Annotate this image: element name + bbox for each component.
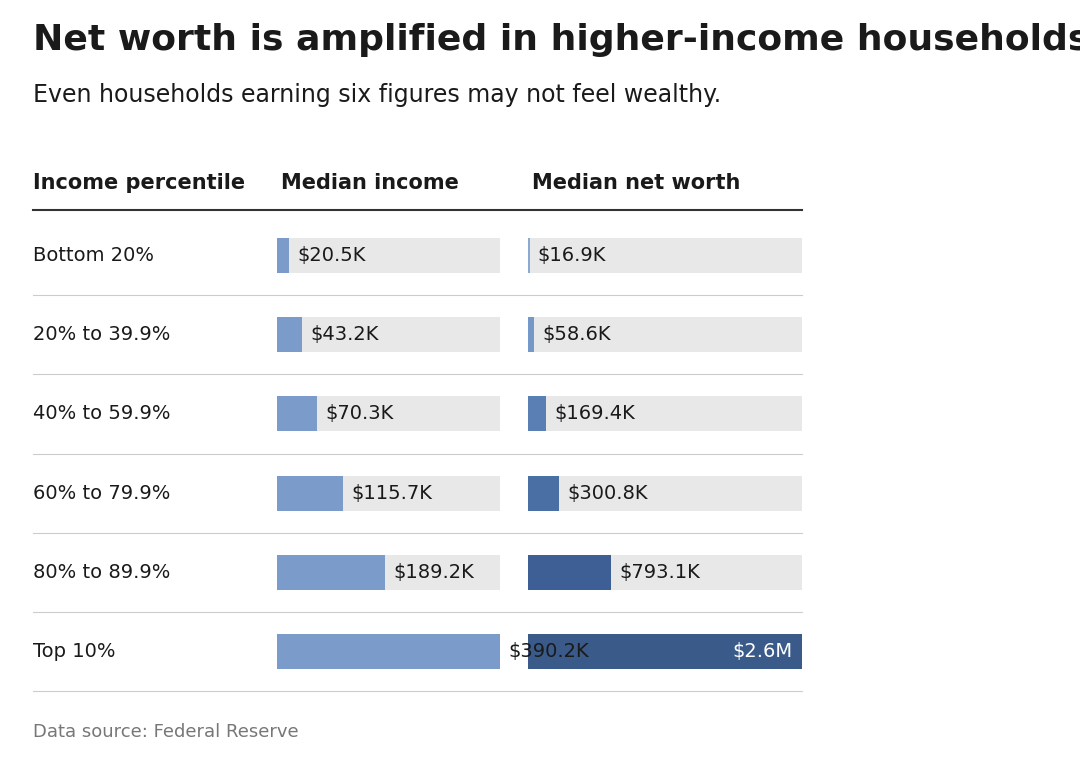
Text: Median income: Median income	[281, 173, 459, 193]
Bar	[278, 555, 386, 590]
Text: $300.8K: $300.8K	[568, 484, 648, 502]
Bar	[278, 634, 500, 669]
Bar	[278, 238, 500, 273]
Text: $169.4K: $169.4K	[554, 405, 635, 423]
Text: $189.2K: $189.2K	[393, 563, 474, 582]
Bar	[528, 555, 611, 590]
Text: Median net worth: Median net worth	[531, 173, 740, 193]
Text: 40% to 59.9%: 40% to 59.9%	[33, 405, 171, 423]
Text: 20% to 39.9%: 20% to 39.9%	[33, 325, 171, 344]
Text: $20.5K: $20.5K	[297, 246, 365, 265]
Bar	[528, 634, 802, 669]
Bar	[278, 396, 318, 432]
Text: $390.2K: $390.2K	[509, 642, 590, 661]
Bar	[528, 475, 802, 511]
Bar	[528, 555, 802, 590]
Bar	[278, 238, 288, 273]
Text: Bottom 20%: Bottom 20%	[33, 246, 154, 265]
Text: Data source: Federal Reserve: Data source: Federal Reserve	[33, 723, 299, 741]
Bar	[528, 238, 529, 273]
Text: $793.1K: $793.1K	[620, 563, 701, 582]
Text: 80% to 89.9%: 80% to 89.9%	[33, 563, 171, 582]
Bar	[528, 634, 802, 669]
Bar	[278, 317, 301, 352]
Text: $115.7K: $115.7K	[352, 484, 432, 502]
Text: $70.3K: $70.3K	[325, 405, 394, 423]
Text: Net worth is amplified in higher-income households: Net worth is amplified in higher-income …	[33, 23, 1080, 57]
Bar	[528, 396, 545, 432]
Bar	[278, 634, 500, 669]
Bar	[278, 317, 500, 352]
Text: $58.6K: $58.6K	[542, 325, 610, 344]
Text: $16.9K: $16.9K	[538, 246, 606, 265]
Text: Top 10%: Top 10%	[33, 642, 116, 661]
Bar	[278, 555, 500, 590]
Text: $43.2K: $43.2K	[310, 325, 378, 344]
Bar	[528, 396, 802, 432]
Bar	[528, 238, 802, 273]
Bar	[278, 475, 500, 511]
Text: Even households earning six figures may not feel wealthy.: Even households earning six figures may …	[33, 83, 721, 107]
Bar	[528, 317, 534, 352]
Bar	[528, 317, 802, 352]
Bar	[278, 396, 500, 432]
Bar	[278, 475, 343, 511]
Text: 60% to 79.9%: 60% to 79.9%	[33, 484, 171, 502]
Bar	[528, 475, 559, 511]
Text: Income percentile: Income percentile	[33, 173, 245, 193]
Text: $2.6M: $2.6M	[732, 642, 793, 661]
